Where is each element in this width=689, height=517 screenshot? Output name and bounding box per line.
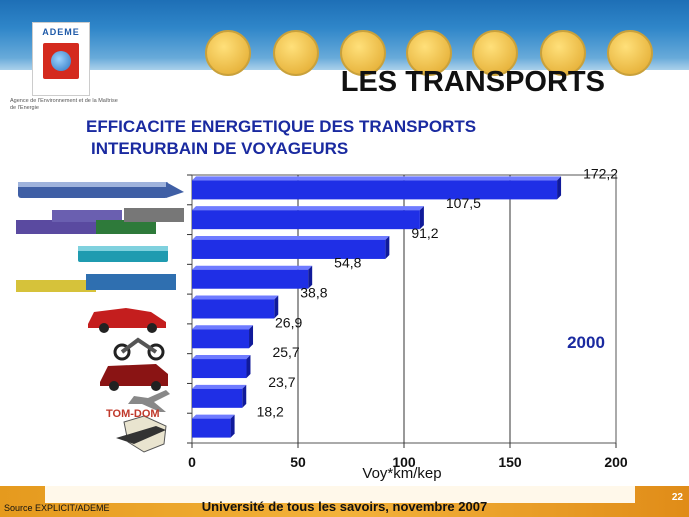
- motorbike-icon: [113, 337, 165, 361]
- bar: [192, 269, 309, 289]
- logo-mark: [43, 43, 79, 79]
- bar-top: [192, 176, 562, 181]
- page-number: 22: [671, 492, 683, 503]
- bar-value-label: 23,7: [268, 374, 295, 390]
- car-icon: [88, 308, 166, 333]
- bar-value-label: 26,9: [275, 314, 302, 330]
- chart-icon: [472, 30, 518, 76]
- bar-value-label: 91,2: [411, 225, 438, 241]
- x-tick-label: 100: [392, 454, 416, 470]
- vehicle-pictograms: [16, 182, 184, 453]
- x-tick-label: 200: [604, 454, 628, 470]
- bar-top: [192, 355, 251, 360]
- source-text: Source EXPLICIT/ADEME: [4, 503, 110, 513]
- tgv-icon: [18, 182, 184, 198]
- bar-side: [249, 325, 254, 349]
- balloon-icon: [205, 30, 251, 76]
- bar-value-label: 172,2: [583, 165, 618, 181]
- chart-title-line1: EFFICACITE ENERGETIQUE DES TRANSPORTS: [86, 117, 477, 136]
- france-map-icon: [273, 30, 319, 76]
- coach-icon: [16, 274, 176, 292]
- bar-value-label: 25,7: [272, 344, 299, 360]
- bar-side: [419, 206, 424, 230]
- bar-top: [192, 206, 424, 211]
- bar: [192, 180, 558, 200]
- house-icon: [406, 30, 452, 76]
- x-tick-label: 150: [498, 454, 522, 470]
- plane-icon: [128, 390, 170, 412]
- bar: [192, 239, 386, 259]
- bar-top: [192, 325, 254, 330]
- bar: [192, 210, 420, 230]
- bar-top: [192, 295, 279, 300]
- footer-bar: [0, 486, 689, 517]
- bar-top: [192, 384, 247, 389]
- tom-dom-label: TOM-DOM: [106, 408, 160, 420]
- bars-layer: 0 50 100 150 200 172,2 107,5 91,2 54,8 38,8 26,9 25…: [187, 165, 628, 470]
- bar: [192, 388, 243, 408]
- bar-top: [192, 414, 235, 419]
- ademe-logo: ADEME: [32, 22, 90, 96]
- regional-train-icon: [78, 246, 168, 262]
- map-plane-icon: [116, 415, 167, 453]
- bar-side: [274, 295, 279, 319]
- page-title: LES TRANSPORTS: [340, 66, 605, 98]
- globe-icon: [51, 51, 71, 71]
- chart-title-line2: INTERURBAIN DE VOYAGEURS: [91, 139, 349, 158]
- bar: [192, 359, 247, 379]
- bar: [192, 299, 275, 319]
- bar-value-label: 38,8: [300, 285, 327, 301]
- x-axis-label: Voy*km/kep: [362, 465, 441, 482]
- footer-band: [45, 486, 635, 503]
- event-text: Université de tous les savoirs, novembre…: [201, 499, 488, 514]
- train-icon: [16, 208, 184, 234]
- mountains-icon: [540, 30, 586, 76]
- bar-side: [308, 265, 313, 289]
- bar-side: [246, 355, 251, 379]
- logo-text: ADEME: [42, 27, 80, 37]
- bar-value-label: 18,2: [257, 404, 284, 420]
- logo-subtitle: Agence de l'Environnement et de la Maîtr…: [10, 98, 118, 111]
- bar-side: [230, 414, 235, 438]
- x-tick-label: 50: [290, 454, 306, 470]
- bar-value-label: 54,8: [334, 255, 361, 271]
- bar: [192, 418, 231, 438]
- bar-value-label: 107,5: [446, 195, 481, 211]
- bar-side: [557, 176, 562, 200]
- hammer-icon: [607, 30, 653, 76]
- year-annotation: 2000: [567, 333, 605, 352]
- bar-side: [385, 235, 390, 259]
- minivan-icon: [100, 364, 168, 391]
- bar: [192, 329, 250, 349]
- bar-top: [192, 265, 313, 270]
- x-tick-label: 0: [188, 454, 196, 470]
- bar-top: [192, 235, 390, 240]
- bar-side: [242, 384, 247, 408]
- sun-icon: [340, 30, 386, 76]
